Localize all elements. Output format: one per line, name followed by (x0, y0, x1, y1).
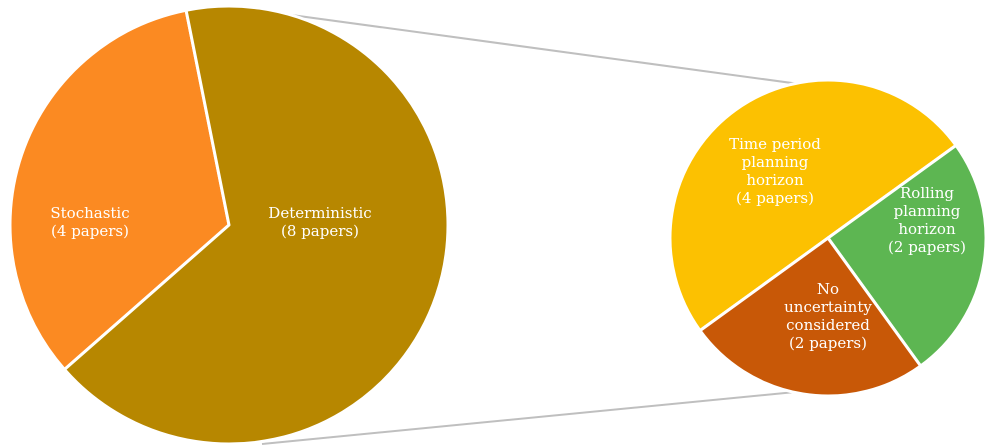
connector-line-bottom (261, 388, 827, 445)
main-pie (8, 4, 450, 446)
label-stochastic: Stochastic (4 papers) (50, 204, 129, 240)
connector-line-top (261, 10, 837, 90)
secondary-pie (668, 78, 986, 398)
connector-lines (261, 10, 837, 445)
slice-labels: Stochastic (4 papers) Deterministic (8 pape… (50, 135, 966, 352)
label-deterministic: Deterministic (8 papers) (268, 204, 371, 240)
label-rolling-planning: Rolling planning horizon (2 papers) (888, 184, 966, 256)
slice-stochastic (8, 8, 231, 372)
slice-deterministic (62, 4, 450, 446)
slice-no-uncertainty (698, 236, 923, 398)
slice-time-period-planning (668, 78, 958, 333)
label-time-period-planning: Time period planning horizon (4 papers) (729, 135, 821, 207)
slice-rolling-planning (826, 143, 986, 368)
label-no-uncertainty: No uncertainty considered (2 papers) (784, 280, 872, 352)
